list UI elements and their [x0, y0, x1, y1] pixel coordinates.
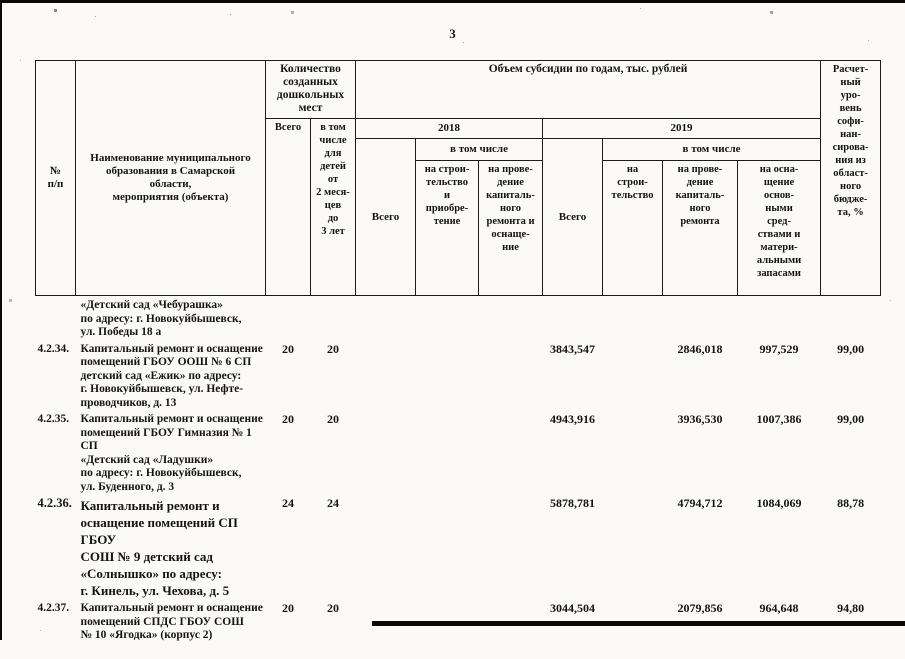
cell-2019-repair: 4794,712 [677, 496, 723, 510]
row-name: Капитальный ремонт и оснащение помещений… [80, 602, 263, 641]
cell-2019-repair: 2079,856 [677, 601, 723, 615]
col-header-cofinancing: Расчет- ный уро- вень софи- нан- сирова-… [820, 60, 882, 296]
header-row-groups: № п/п Наименование муниципального образо… [35, 60, 882, 296]
cell-2019-repair: 3936,530 [677, 412, 723, 426]
cell-places-detail: 20 [327, 601, 339, 615]
cell-2019-build [603, 410, 663, 494]
row-name: Капитальный ремонт и оснащение помещений… [80, 342, 263, 409]
cell-2018-repair [479, 296, 543, 340]
cell-cofinancing: 94,80 [837, 601, 865, 615]
col-header-year-2018: 2018 [355, 118, 543, 139]
cell-2018-repair [479, 494, 543, 599]
cell-2018-repair [479, 340, 543, 411]
scan-speckles [0, 0, 1, 1]
cell-2019-equip [738, 296, 821, 340]
cell-places-total: 20 [282, 341, 294, 356]
cell-2018-build [416, 599, 479, 659]
cell-places-detail: 20 [327, 412, 339, 426]
row-name: Капитальный ремонт и оснащение помещений… [80, 413, 263, 493]
row-num: 4.2.36. [37, 496, 72, 510]
col-header-2018-repair: на прове- дение капиталь- ного ремонта и… [478, 160, 543, 296]
table-row: 4.2.34. Капитальный ремонт и оснащение п… [36, 340, 881, 411]
cell-places-total: 20 [282, 412, 294, 426]
col-header-2019-build: на строи- тельство [602, 160, 663, 296]
bottom-rule [372, 621, 905, 626]
col-header-subsidy-group: Объем субсидии по годам, тыс. рублей [354, 60, 822, 119]
col-header-2019-repair: на прове- дение капиталь- ного ремонта [662, 160, 738, 296]
subsidy-table: № п/п Наименование муниципального образо… [35, 60, 882, 659]
table-row: 4.2.35. Капитальный ремонт и оснащение п… [36, 410, 881, 494]
cell-cofinancing: 99,00 [837, 341, 865, 356]
cell-2018-total [356, 296, 416, 340]
cell-2019-build [603, 599, 663, 659]
col-header-places-detail: в том числе для детей от 2 меся- цев до … [310, 118, 356, 296]
cell-2018-build [416, 494, 479, 599]
row-name: «Детский сад «Чебурашка» по адресу: г. Н… [80, 299, 242, 338]
col-header-year-2019: 2019 [541, 118, 822, 139]
cell-places-total: 20 [282, 601, 294, 615]
table-row: «Детский сад «Чебурашка» по адресу: г. Н… [36, 296, 881, 340]
cell-2019-total [543, 296, 603, 340]
page-number: 3 [449, 26, 456, 41]
scan-edge-top [0, 0, 905, 3]
cell-2018-total [356, 599, 416, 659]
cell-2019-build [603, 296, 663, 340]
col-header-num: № п/п [35, 60, 76, 296]
cell-2018-build [416, 296, 479, 340]
cell-cofinancing: 88,78 [837, 496, 865, 510]
cell-2019-repair: 2846,018 [677, 341, 723, 356]
col-header-2019-equip: на осна- щение основ- ными сред- ствами … [736, 160, 822, 296]
cell-places-total: 24 [282, 496, 294, 510]
col-header-2018-incl: в том числе [415, 138, 543, 161]
cell-2018-build [416, 410, 479, 494]
cell-2019-build [603, 340, 663, 411]
header-row-details: на строи- тельство и приобре- тение на п… [36, 160, 881, 296]
cell-2019-total: 3843,547 [550, 341, 595, 356]
col-header-name: Наименование муниципального образования … [75, 60, 266, 296]
cell-2019-total: 3044,504 [550, 601, 595, 615]
scan-edge-left [0, 0, 2, 640]
col-header-places-group: Количество созданных дошкольных мест [265, 60, 356, 119]
col-header-2018-total: Всего [355, 138, 416, 296]
cell-2019-total: 5878,781 [550, 496, 595, 510]
row-num [36, 296, 76, 340]
row-num: 4.2.35. [37, 413, 70, 425]
table-row: 4.2.36. Капитальный ремонт и оснащение п… [36, 494, 881, 599]
cell-2018-repair [479, 410, 543, 494]
cell-2018-total [356, 410, 416, 494]
col-header-places-total: Всего [265, 118, 311, 296]
cell-places-detail: 24 [327, 496, 339, 510]
cell-2019-equip: 1084,069 [756, 496, 802, 510]
cell-2019-repair [663, 296, 738, 340]
cell-cofinancing: 99,00 [837, 412, 865, 426]
cell-cofinancing [821, 296, 881, 340]
cell-2018-repair [479, 599, 543, 659]
cell-places-total [266, 296, 311, 340]
cell-2019-build [603, 494, 663, 599]
cell-2018-build [416, 340, 479, 411]
col-header-2019-incl: в том числе [601, 138, 822, 161]
row-num: 4.2.34. [37, 342, 70, 355]
cell-2019-equip: 964,648 [759, 601, 799, 615]
row-num: 4.2.37. [37, 602, 70, 614]
cell-2018-total [356, 340, 416, 411]
cell-2019-equip: 997,529 [759, 341, 799, 356]
cell-2019-equip: 1007,386 [756, 412, 802, 426]
col-header-2018-build: на строи- тельство и приобре- тение [415, 160, 479, 296]
cell-2018-total [356, 494, 416, 599]
table-row: 4.2.37. Капитальный ремонт и оснащение п… [36, 599, 881, 659]
row-name: Капитальный ремонт и оснащение помещений… [80, 498, 238, 598]
cell-places-detail: 20 [327, 341, 339, 356]
cell-2019-total: 4943,916 [550, 412, 595, 426]
col-header-2019-total: Всего [542, 138, 603, 296]
cell-places-detail [311, 296, 356, 340]
